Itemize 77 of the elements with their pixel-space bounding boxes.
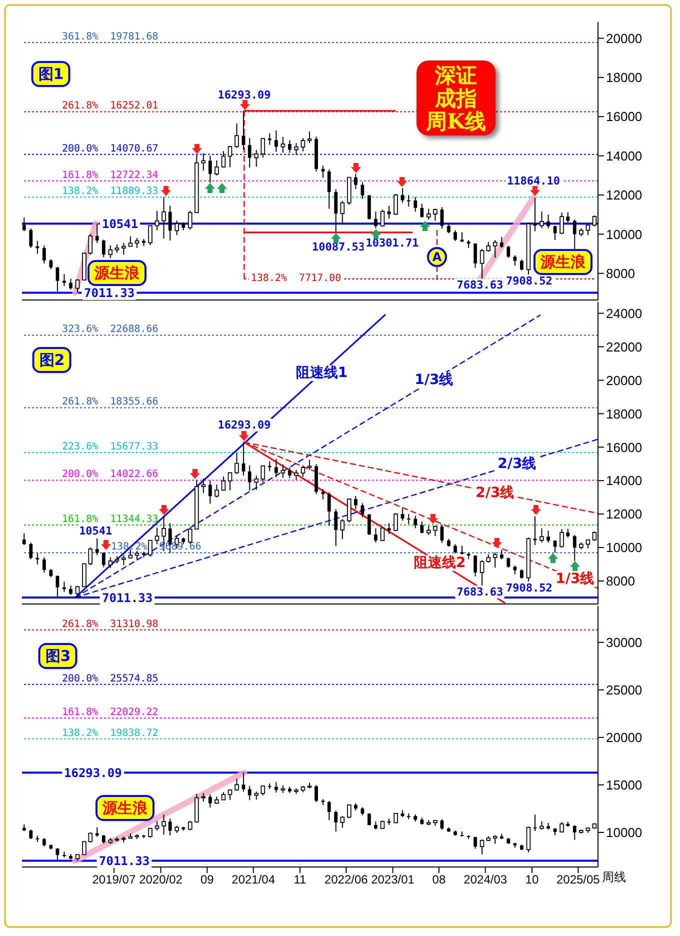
x-tick-label: 2020/02 [139, 872, 183, 887]
annotation: 7683.63 [454, 586, 506, 599]
y-tick-label: 20000 [606, 30, 642, 46]
annotation: 10541 [77, 524, 114, 538]
x-tick-label: 2024/03 [464, 872, 508, 887]
x-tick-label: 2019/07 [92, 872, 136, 887]
ref-line-label: 161.8% 12722.34 [62, 170, 158, 181]
ref-line-label: 138.2% 19838.72 [62, 728, 158, 739]
y-tick-label: 18000 [606, 406, 642, 422]
ref-line-label: 261.8% 18355.66 [62, 396, 158, 408]
y-tick-label: 8000 [606, 574, 635, 589]
ref-line-label: 200.0% 25574.85 [62, 673, 158, 684]
annotation: 16293.09 [216, 418, 273, 432]
ref-line-label: 7011.33 [82, 286, 137, 300]
y-tick-label: 12000 [606, 506, 642, 522]
y-tick-label: 24000 [606, 306, 642, 321]
x-tick-label: 2025/05 [556, 872, 600, 887]
ref-line-label: 7011.33 [96, 854, 152, 868]
ref-line-label: 323.6% 22688.66 [62, 324, 158, 336]
annotation: 2/3线 [474, 484, 516, 501]
y-tick-label: 10000 [606, 226, 642, 242]
ref-line-label: 200.0% 14022.66 [62, 469, 158, 480]
y-tick-label: 10000 [606, 825, 642, 840]
y-tick-label: 16000 [606, 109, 642, 124]
ref-line-label: 200.0% 14070.67 [62, 143, 158, 154]
y-tick-label: 25000 [606, 682, 642, 698]
annotation: 10301.71 [364, 236, 421, 250]
x-tick-label: 2022/06 [324, 872, 368, 887]
y-tick-label: 12000 [606, 188, 642, 203]
ref-line-label: 138.2% 11889.33 [62, 186, 158, 198]
text: 深证成指周K线 [416, 60, 496, 136]
ref-line-label: 10541 [100, 216, 140, 231]
y-tick-label: 30000 [606, 635, 642, 650]
y-tick-label: 14000 [606, 473, 642, 488]
annotation: 138.2% 7717.00 [248, 272, 344, 285]
ref-line-label: 161.8% 11344.33 [62, 514, 158, 526]
annotation: 图2 [32, 347, 72, 373]
annotation: A [427, 247, 447, 267]
annotation: 7908.52 [504, 582, 554, 595]
x-tick-label: 11 [294, 872, 307, 887]
annotation: 阻速线2 [412, 554, 468, 571]
annotation: 11864.10 [505, 174, 562, 188]
ref-line-label: 161.8% 22029.22 [62, 707, 158, 718]
annotation: 源生浪 [88, 260, 146, 286]
y-tick-label: 18000 [606, 70, 642, 86]
annotation: 2/3线 [496, 456, 538, 472]
ref-line-label: 261.8% 31310.98 [62, 618, 158, 630]
annotation: 图3 [38, 643, 78, 669]
x-tick-label: 08 [432, 872, 446, 887]
annotation: 图1 [31, 61, 71, 87]
y-tick-label: 16000 [606, 440, 642, 455]
y-tick-label: 14000 [606, 148, 642, 164]
x-tick-label: 2021/04 [232, 872, 276, 887]
y-tick-label: 8000 [606, 266, 635, 281]
y-tick-label: 20000 [606, 372, 642, 388]
ref-line-label: 7011.33 [100, 590, 155, 605]
annotation: 源生浪 [534, 249, 592, 275]
annotation: 1/3线 [554, 570, 596, 587]
y-tick-label: 22000 [606, 339, 642, 354]
annotation: 10087.53 [310, 240, 368, 254]
y-tick-label: 15000 [606, 778, 642, 793]
x-tick-label: 09 [200, 872, 214, 887]
annotation: 阻速线1 [294, 364, 350, 381]
x-axis-title: 周线 [602, 870, 626, 884]
ref-line-label: 361.8% 19781.68 [62, 32, 158, 43]
ref-line-label: 16293.09 [62, 766, 124, 780]
annotation: 源生浪 [96, 795, 154, 821]
ref-line-label: 261.8% 16252.01 [62, 100, 158, 112]
annotation: 7908.52 [504, 274, 554, 288]
y-tick-label: 10000 [606, 540, 642, 556]
x-tick-label: 10 [525, 872, 539, 887]
annotation: 16293.09 [216, 88, 273, 102]
annotation: 7683.63 [454, 278, 506, 292]
y-tick-label: 20000 [606, 730, 642, 746]
x-tick-label: 2023/01 [371, 872, 415, 887]
ref-line-label: 223.6% 15677.33 [62, 442, 158, 453]
annotation: 1/3线 [412, 372, 456, 388]
